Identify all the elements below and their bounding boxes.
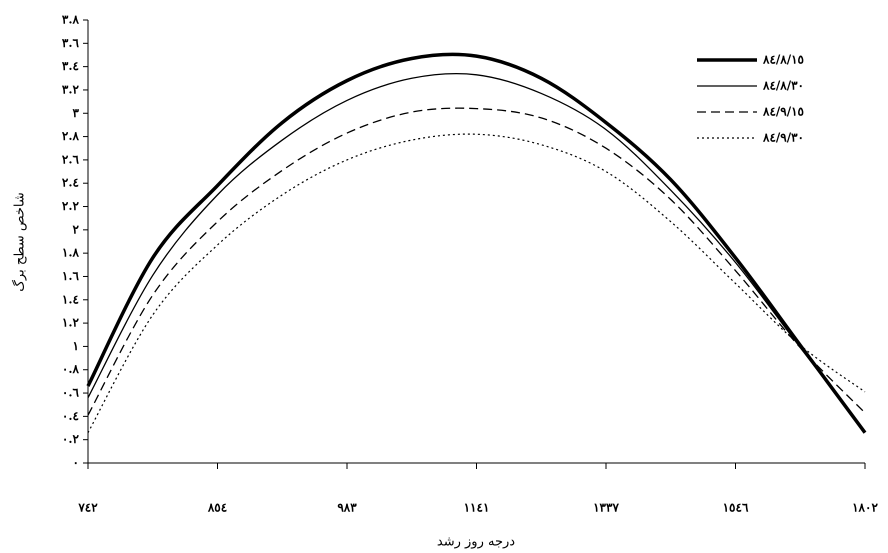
legend-label: ٨٤/٨/١٥ (762, 53, 804, 67)
y-tick-label: ١ (73, 339, 79, 353)
y-tick-label: ٣.٢ (62, 82, 80, 96)
y-tick-label: ١.٦ (62, 269, 80, 283)
y-tick-label: ٣.٨ (62, 13, 80, 27)
series-line (87, 72, 866, 432)
y-tick-label: ١.٨ (62, 246, 80, 260)
x-tick-label: ١١٤١ (464, 501, 490, 515)
y-tick-label: ٠ (73, 456, 79, 470)
y-tick-label: ٣ (73, 106, 80, 120)
legend-label: ٨٤/٨/٣٠ (762, 79, 804, 93)
series-line (87, 133, 866, 433)
y-tick-label: ١.٤ (62, 292, 79, 306)
y-tick-label: ٠.٦ (62, 386, 80, 400)
y-tick-label: ٢.٦ (62, 152, 80, 166)
x-axis-label: درجه روز رشد (437, 535, 515, 550)
y-tick-label: ٠.٢ (62, 432, 80, 446)
y-tick-label: ٣.٦ (62, 36, 80, 50)
y-tick-label: ٠.٨ (62, 362, 80, 376)
y-tick-label: ٣.٤ (62, 59, 79, 73)
y-axis-label: شاخص سطح برگ (11, 192, 28, 291)
y-tick-label: ٢.٢ (62, 199, 80, 213)
x-tick-label: ٨٥٤ (207, 501, 227, 515)
x-tick-label: ٩٨٣ (337, 501, 357, 515)
y-tick-label: ٢.٨ (62, 129, 80, 143)
series-line (87, 107, 866, 416)
x-tick-label: ٧٤٢ (77, 501, 98, 515)
x-tick-label: ١٥٤٦ (723, 501, 749, 515)
y-tick-label: ٢.٤ (62, 176, 79, 190)
legend-label: ٨٤/٩/٣٠ (762, 131, 804, 145)
y-tick-label: ٢ (73, 222, 80, 236)
y-tick-label: ٠.٤ (62, 409, 79, 423)
series-line (86, 52, 867, 434)
legend-label: ٨٤/٩/١٥ (762, 105, 804, 119)
x-tick-label: ١٨٠٢ (852, 501, 878, 515)
x-tick-label: ١٣٣٧ (593, 501, 619, 515)
y-tick-label: ١.٢ (62, 316, 80, 330)
